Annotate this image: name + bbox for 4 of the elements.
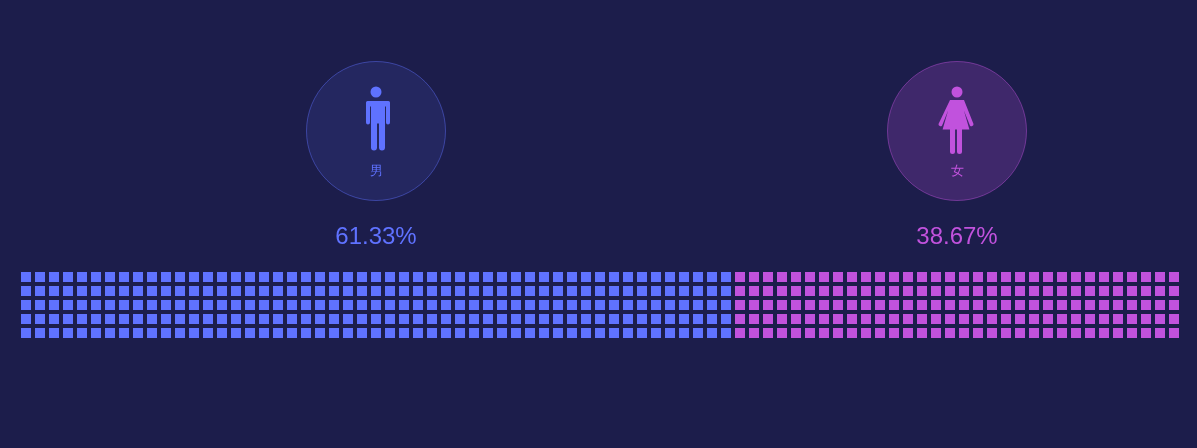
value-label: 38.67% (916, 222, 998, 249)
category-label: 女 (950, 163, 964, 178)
category-label: 男 (369, 163, 383, 178)
value-label: 61.33% (335, 222, 417, 249)
